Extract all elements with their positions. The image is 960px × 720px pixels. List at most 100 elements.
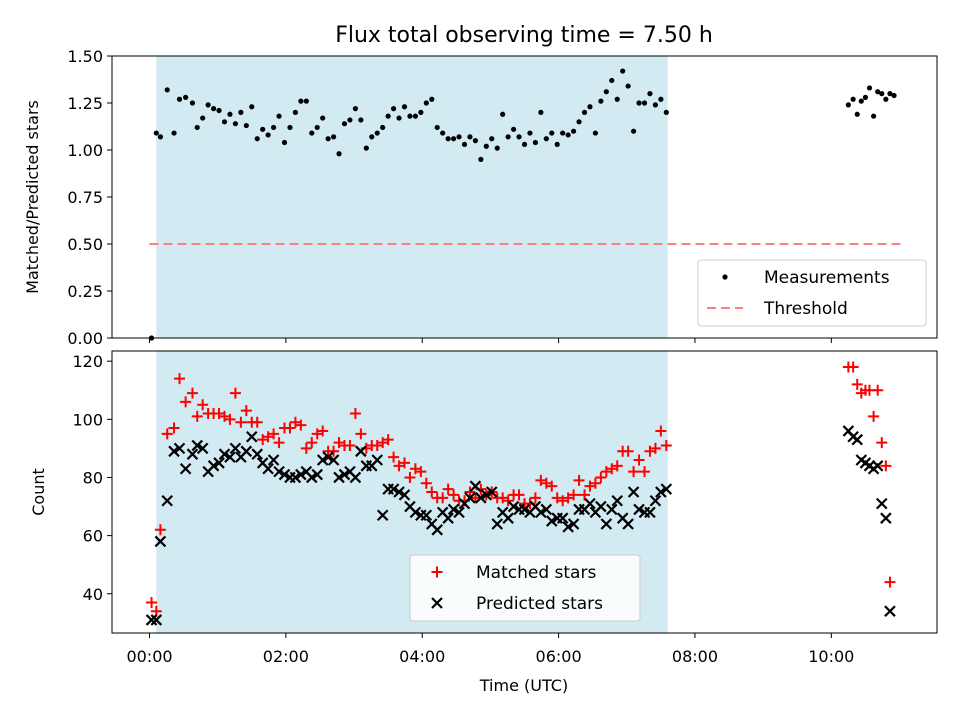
data-point [469, 492, 481, 504]
data-point [295, 468, 307, 481]
data-point [507, 500, 520, 513]
data-point [210, 106, 217, 112]
legend-label: Matched stars [476, 563, 596, 583]
legend-label: Threshold [763, 299, 848, 319]
legend-box [697, 259, 927, 327]
data-point [398, 489, 411, 501]
data-point [267, 454, 280, 466]
data-point [289, 471, 302, 484]
data-point [393, 486, 405, 498]
data-point [150, 614, 163, 626]
data-point [469, 480, 482, 492]
data-point [491, 518, 504, 530]
data-point [317, 425, 329, 437]
data-point [573, 474, 585, 486]
data-point [448, 489, 460, 501]
y-tick-label: 0.25 [67, 282, 103, 301]
data-point [611, 460, 623, 472]
data-point [663, 109, 669, 115]
legend-marker [431, 566, 443, 578]
legend-marker [431, 597, 443, 609]
data-point [521, 141, 528, 147]
data-point [644, 506, 656, 519]
data-point [851, 433, 864, 446]
data-point [300, 442, 312, 454]
panel-bottom-count: 40 60 80 100 120 00:00 02:00 04:00 06:00 08:00 10:… [29, 350, 938, 666]
data-point [467, 134, 473, 140]
data-point [576, 119, 582, 125]
data-point [627, 486, 640, 498]
data-point [434, 124, 440, 131]
data-point [276, 113, 282, 119]
data-point [409, 506, 422, 519]
data-point [325, 136, 331, 142]
data-point [445, 136, 451, 142]
data-point [660, 439, 672, 451]
data-point [224, 413, 236, 425]
data-point [349, 408, 361, 420]
y-tick-label: 80 [83, 468, 103, 487]
data-point [174, 373, 185, 385]
data-point [369, 134, 375, 140]
data-point [560, 130, 566, 136]
data-point [605, 503, 618, 516]
x-axis-label: Time (UTC) [479, 676, 568, 695]
data-point [658, 96, 664, 102]
data-point [880, 512, 892, 524]
series-measurements [148, 68, 897, 341]
data-point [205, 102, 211, 108]
data-point [589, 477, 601, 489]
data-point [194, 124, 200, 131]
data-point [154, 535, 167, 548]
data-point [161, 494, 174, 507]
data-point [600, 518, 613, 530]
data-point [189, 100, 196, 106]
data-point [281, 139, 288, 146]
data-point [418, 109, 424, 115]
observing-window-shade-top [156, 56, 668, 338]
y-tick-label: 1.25 [67, 94, 103, 113]
data-point [568, 489, 580, 501]
data-point [396, 115, 402, 121]
y-axis-label: Matched/Predicted stars [23, 100, 42, 294]
data-point [415, 466, 427, 478]
data-point [871, 460, 884, 472]
data-point [570, 128, 577, 134]
data-point [862, 94, 869, 100]
data-point [333, 471, 345, 484]
data-point [633, 503, 645, 516]
data-point [328, 445, 340, 457]
data-point [633, 454, 645, 466]
y-tick-label: 100 [72, 410, 103, 429]
data-point [200, 115, 206, 121]
data-point [876, 437, 888, 449]
data-point [538, 109, 544, 115]
data-point [382, 434, 394, 446]
data-point [207, 460, 220, 472]
data-point [371, 454, 384, 466]
data-point [420, 509, 433, 522]
data-point [278, 468, 291, 481]
data-point [284, 422, 296, 434]
data-point [168, 422, 180, 434]
data-point [565, 132, 571, 138]
data-point [464, 492, 476, 504]
data-point [875, 89, 881, 95]
data-point [442, 512, 454, 524]
data-point [543, 136, 549, 142]
data-point [320, 115, 326, 121]
data-point [229, 387, 241, 399]
data-point [546, 480, 558, 492]
x-tick-label: 10:00 [808, 647, 854, 666]
data-point [870, 113, 877, 119]
data-point [641, 100, 648, 106]
data-point [157, 134, 164, 140]
data-point [154, 524, 166, 536]
data-point [549, 130, 555, 136]
data-point [426, 486, 438, 498]
data-point [262, 462, 274, 475]
data-point [180, 396, 192, 408]
legend-label: Predicted stars [476, 594, 603, 614]
legend-marker [722, 274, 728, 280]
data-point [510, 126, 517, 132]
